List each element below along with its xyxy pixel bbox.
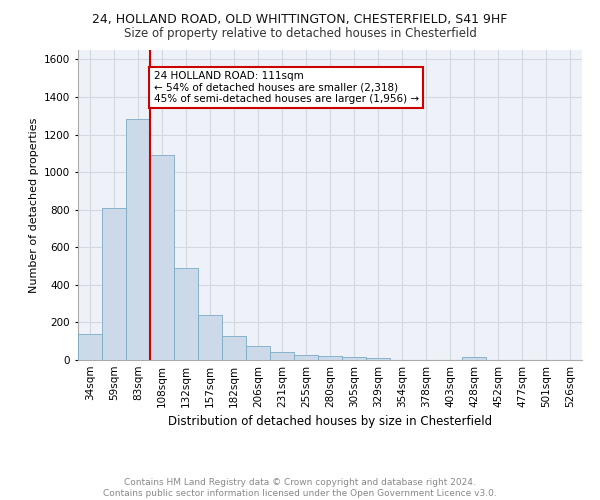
Text: 24, HOLLAND ROAD, OLD WHITTINGTON, CHESTERFIELD, S41 9HF: 24, HOLLAND ROAD, OLD WHITTINGTON, CHEST… (92, 12, 508, 26)
Bar (78, 334, 102, 360)
Bar (462, 356, 486, 360)
Text: 24 HOLLAND ROAD: 111sqm
← 54% of detached houses are smaller (2,318)
45% of semi: 24 HOLLAND ROAD: 111sqm ← 54% of detache… (154, 70, 419, 104)
Bar (102, 208, 126, 360)
Bar (270, 352, 294, 360)
Bar (366, 358, 390, 360)
Bar (198, 316, 222, 360)
Text: Size of property relative to detached houses in Chesterfield: Size of property relative to detached ho… (124, 28, 476, 40)
Bar (342, 356, 366, 360)
Text: Contains HM Land Registry data © Crown copyright and database right 2024.
Contai: Contains HM Land Registry data © Crown c… (103, 478, 497, 498)
X-axis label: Distribution of detached houses by size in Chesterfield: Distribution of detached houses by size … (168, 416, 492, 428)
Y-axis label: Number of detached properties: Number of detached properties (29, 118, 38, 292)
Bar (222, 336, 246, 360)
Bar (126, 118, 150, 360)
Bar (174, 268, 198, 360)
Bar (150, 155, 174, 360)
Bar (318, 356, 342, 360)
Bar (294, 354, 318, 360)
Bar (246, 346, 270, 360)
